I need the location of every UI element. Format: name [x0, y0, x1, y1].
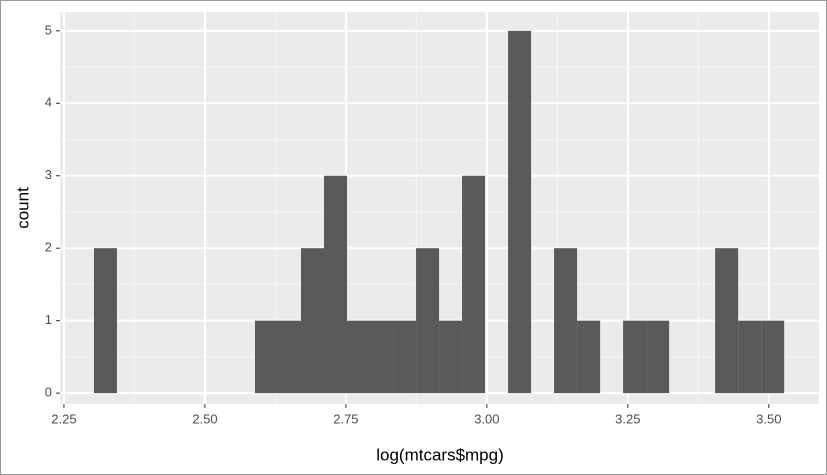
- bar: [254, 320, 279, 394]
- y-tick-label: 2: [45, 240, 52, 255]
- x-tick-label: 2.50: [192, 411, 217, 426]
- bar: [278, 320, 302, 394]
- bar: [554, 248, 578, 394]
- bar: [577, 320, 601, 394]
- y-tick-label: 1: [45, 312, 52, 327]
- y-tick-label: 3: [45, 167, 52, 182]
- bar: [416, 248, 440, 394]
- y-axis-title: count: [13, 187, 32, 229]
- bar: [439, 320, 463, 394]
- bar: [347, 320, 371, 394]
- bar: [646, 320, 670, 394]
- bar: [370, 320, 394, 394]
- bar: [623, 320, 647, 394]
- bars: [93, 30, 785, 394]
- bar: [761, 320, 785, 394]
- bar: [508, 30, 532, 394]
- y-tick-label: 4: [45, 95, 52, 110]
- x-tick-label: 3.25: [615, 411, 640, 426]
- x-tick-label: 3.00: [474, 411, 499, 426]
- bar: [324, 175, 348, 394]
- x-tick-label: 2.25: [51, 411, 76, 426]
- y-tick-label: 0: [45, 385, 52, 400]
- x-tick-label: 2.75: [333, 411, 358, 426]
- bar: [93, 248, 117, 394]
- y-tick-label: 5: [45, 22, 52, 37]
- bar: [738, 320, 762, 394]
- bar: [301, 248, 325, 394]
- bar: [715, 248, 739, 394]
- bar: [393, 320, 417, 394]
- x-tick-label: 3.50: [756, 411, 781, 426]
- x-axis-title: log(mtcars$mpg): [376, 445, 504, 464]
- bar: [462, 175, 486, 394]
